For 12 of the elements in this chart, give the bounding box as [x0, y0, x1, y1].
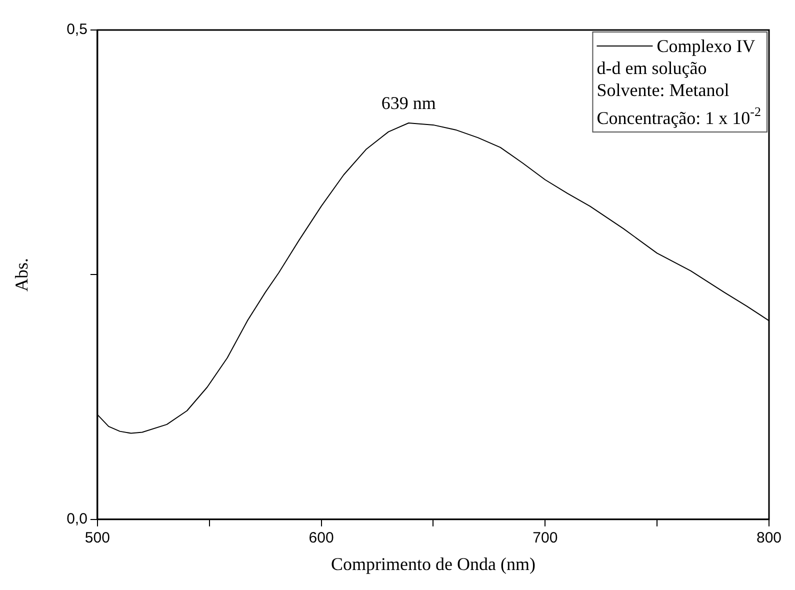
annotation: Solvente: Metanol — [596, 80, 730, 100]
x-tick-label: 800 — [756, 530, 782, 547]
annotation: d-d em solução — [596, 58, 707, 78]
annotation: 639 nm — [381, 92, 436, 113]
legend-label: Complexo IV — [656, 36, 756, 56]
x-tick-label: 500 — [84, 530, 110, 547]
y-tick-label: 0,0 — [66, 510, 88, 528]
y-tick-label: 0,5 — [66, 21, 88, 38]
y-axis-title: Abs. — [12, 258, 32, 292]
x-axis-title: Comprimento de Onda (nm) — [330, 554, 536, 574]
x-tick-label: 600 — [308, 530, 334, 547]
x-tick-label: 700 — [532, 530, 558, 547]
